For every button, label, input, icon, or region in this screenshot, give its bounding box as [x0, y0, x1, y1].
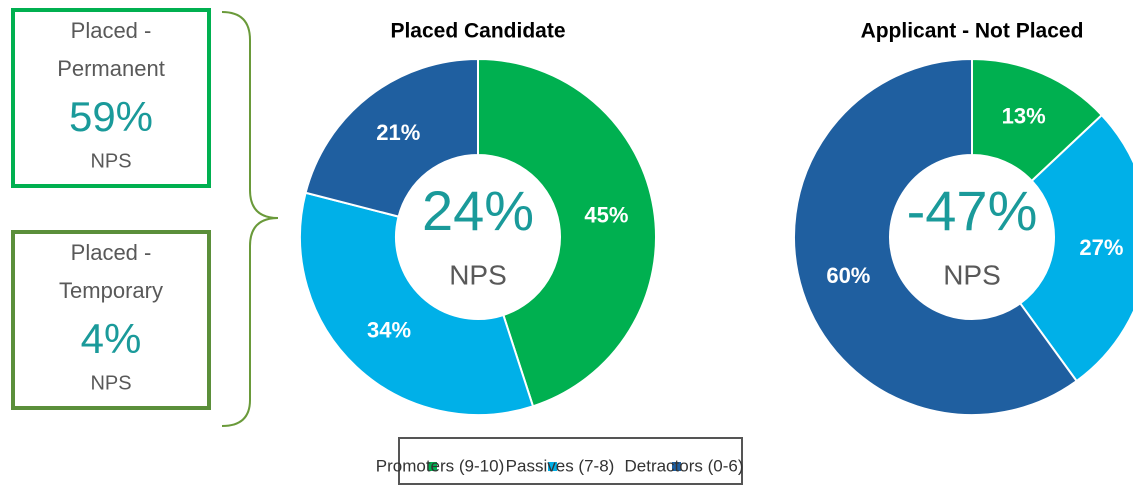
donut-segment: [477, 57, 657, 408]
center-label: NPS: [943, 259, 1001, 290]
donut-segment: [1018, 113, 1133, 383]
center-label: NPS: [449, 259, 507, 290]
nps-box: [11, 230, 211, 410]
center-value: 24%: [422, 179, 534, 242]
donut-segment: [971, 57, 1104, 183]
legend-label: Detractors (0-6): [624, 456, 743, 475]
chart-title: Applicant - Not Placed: [861, 20, 1084, 43]
box-label: Permanent: [57, 56, 165, 81]
data-label: 34%: [367, 318, 411, 343]
legend-label: Promoters (9-10): [376, 456, 504, 475]
legend-swatch: [428, 462, 437, 471]
chart-title: Placed Candidate: [390, 20, 565, 43]
box-value: 59%: [69, 93, 153, 140]
box-label: Placed -: [71, 18, 152, 43]
legend-swatch: [548, 462, 557, 471]
box-label: Temporary: [59, 278, 163, 303]
box-unit: NPS: [90, 150, 131, 172]
data-label: 13%: [1002, 104, 1046, 129]
data-label: 21%: [376, 120, 420, 145]
center-value: -47%: [907, 179, 1038, 242]
data-label: 60%: [826, 263, 870, 288]
box-label: Placed -: [71, 240, 152, 265]
donut-segment: [793, 57, 1079, 416]
donut-segment: [304, 57, 479, 218]
brace: [221, 11, 279, 427]
legend-swatch: [672, 462, 681, 471]
legend-box: [398, 437, 743, 485]
box-value: 4%: [81, 315, 142, 362]
box-unit: NPS: [90, 372, 131, 394]
data-label: 27%: [1079, 235, 1123, 260]
legend-label: Passives (7-8): [506, 456, 615, 475]
donut-segment: [299, 191, 535, 416]
data-label: 45%: [584, 202, 628, 227]
nps-box: [11, 8, 211, 188]
